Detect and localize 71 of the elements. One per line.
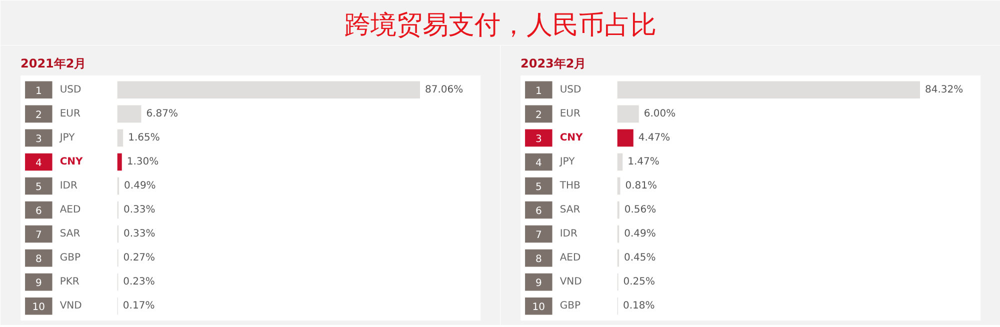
bar xyxy=(617,129,634,147)
data-label: 0.23% xyxy=(123,276,155,288)
text: 3 xyxy=(535,134,542,145)
data-label: 6.87% xyxy=(146,108,178,120)
text: 10 xyxy=(32,302,46,314)
data-label: 0.49% xyxy=(624,228,656,240)
y-tick-label: GBP xyxy=(560,300,580,312)
data-label: 0.33% xyxy=(123,228,156,240)
bar xyxy=(117,105,142,123)
y-tick-label: CNY xyxy=(560,132,584,144)
data-label: 84.32% xyxy=(924,84,964,96)
text: 9 xyxy=(535,278,542,290)
data-label: 87.06% xyxy=(424,84,464,96)
data-label: 0.45% xyxy=(624,252,656,264)
data-label: 1.65% xyxy=(128,132,160,144)
y-tick-label: USD xyxy=(60,84,82,96)
data-label: 1.30% xyxy=(126,156,159,168)
data-label: 0.17% xyxy=(122,300,155,312)
data-label: 0.25% xyxy=(623,276,656,288)
text: 6 xyxy=(535,206,542,218)
y-tick-label: AED xyxy=(560,252,581,264)
y-tick-label: VND xyxy=(60,300,82,312)
text: 10 xyxy=(532,302,546,314)
data-label: 0.81% xyxy=(625,180,658,192)
y-tick-label: CNY xyxy=(60,156,84,168)
bar xyxy=(617,153,623,171)
text: 1 xyxy=(535,86,542,97)
data-label: 0.33% xyxy=(123,204,156,216)
y-tick-label: PKR xyxy=(60,276,80,288)
text: 8 xyxy=(35,254,42,266)
y-tick-label: JPY xyxy=(58,132,76,144)
text: 5 xyxy=(535,182,542,193)
data-label: 1.47% xyxy=(628,156,660,168)
data-label: 0.56% xyxy=(624,204,656,216)
text: 6 xyxy=(35,206,42,218)
bar xyxy=(117,81,420,99)
text: 8 xyxy=(535,254,542,266)
data-label: 4.47% xyxy=(638,132,670,144)
y-tick-label: JPY xyxy=(558,156,576,168)
y-tick-label: THB xyxy=(558,180,580,192)
y-tick-label: IDR xyxy=(560,228,578,240)
text: 2 xyxy=(535,110,542,121)
text: 1 xyxy=(35,86,42,97)
y-tick-label: USD xyxy=(560,84,582,96)
chart-subtitle: 2021年2月 xyxy=(20,56,86,70)
y-tick-label: IDR xyxy=(60,180,78,192)
data-label: 0.27% xyxy=(123,252,156,264)
text: 跨境贸易支付，人民币占比 xyxy=(344,10,656,40)
text: 7 xyxy=(535,230,542,242)
chart-subtitle: 2023年2月 xyxy=(520,56,586,70)
y-tick-label: SAR xyxy=(60,228,80,240)
y-tick-label: EUR xyxy=(60,108,80,120)
bar xyxy=(617,81,920,99)
data-label: 0.18% xyxy=(622,300,655,312)
text: 9 xyxy=(35,278,42,290)
text: 2 xyxy=(35,110,42,121)
text: 7 xyxy=(35,230,42,242)
y-tick-label: EUR xyxy=(560,108,580,120)
bar xyxy=(117,153,122,171)
text: 3 xyxy=(35,134,42,145)
data-label: 6.00% xyxy=(644,108,676,120)
y-tick-label: VND xyxy=(560,276,582,288)
y-tick-label: GBP xyxy=(60,252,80,264)
text: 4 xyxy=(535,158,542,169)
text: 5 xyxy=(35,182,42,193)
y-tick-label: SAR xyxy=(560,204,580,216)
bar xyxy=(617,105,639,123)
text: 4 xyxy=(35,158,42,169)
bar xyxy=(117,129,124,147)
data-label: 0.49% xyxy=(124,180,156,192)
y-tick-label: AED xyxy=(60,204,81,216)
